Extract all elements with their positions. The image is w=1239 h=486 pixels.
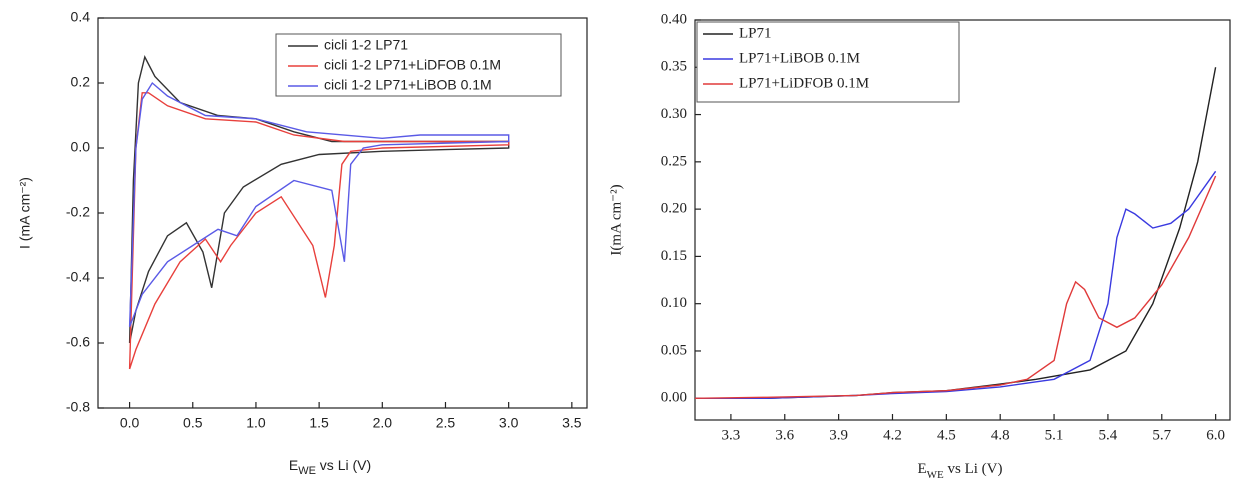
x-tick-label: 4.2 [883, 427, 902, 443]
y-tick-label: 0.00 [661, 390, 687, 406]
x-tick-label: 4.5 [937, 427, 956, 443]
series-line [695, 170, 1217, 399]
legend-box [696, 21, 960, 103]
y-tick-label: 0.30 [661, 106, 687, 122]
x-tick-label: 5.7 [1152, 427, 1171, 443]
series-line [694, 175, 1217, 399]
y-tick-label: -0.4 [66, 269, 90, 285]
legend-box [275, 33, 562, 97]
x-tick-label: 1.0 [246, 415, 266, 431]
y-tick-label: 0.35 [661, 59, 687, 75]
y-tick-label: 0.4 [71, 9, 91, 25]
x-axis-label-part: WE [298, 465, 316, 477]
y-tick-label: 0.25 [661, 153, 687, 169]
series-line [128, 81, 510, 328]
y-tick-label: -0.6 [66, 334, 90, 350]
x-tick-label: 0.5 [183, 415, 203, 431]
x-tick-label: 6.0 [1206, 427, 1225, 443]
x-axis-label-part: vs Li (V) [316, 457, 371, 473]
x-axis-label-part: vs Li (V) [944, 461, 1003, 477]
x-tick-label: 3.5 [562, 415, 582, 431]
x-tick-label: 0.0 [120, 415, 140, 431]
y-tick-label: 0.20 [661, 201, 687, 217]
y-tick-label: 0.15 [661, 248, 687, 264]
y-tick-label: 0.10 [661, 295, 687, 311]
series-line [128, 55, 510, 344]
x-tick-label: 2.0 [373, 415, 393, 431]
series-line [128, 92, 510, 370]
y-tick-label: 0.2 [71, 74, 91, 90]
x-tick-label: 3.0 [499, 415, 519, 431]
x-tick-label: 2.5 [436, 415, 456, 431]
x-axis-label-part: WE [927, 469, 944, 481]
x-tick-label: 5.1 [1045, 427, 1064, 443]
cv-chart: 0.0 0.5 1.0 1.5 2.0 2.5 3.0 3.5 -0.8 -0.6 -0.4 -0.2… [17, 9, 588, 477]
plot-frame [694, 19, 1231, 421]
y-tick-label: 0.0 [71, 139, 91, 155]
x-tick-label: 4.8 [991, 427, 1010, 443]
y-tick-label: 0.40 [661, 11, 687, 27]
x-tick-label: 1.5 [309, 415, 329, 431]
x-axis-label: EWE vs Li (V) [917, 461, 1002, 480]
y-tick-label: 0.05 [661, 342, 687, 358]
series-line [695, 67, 1217, 399]
y-axis-label: I (mA cm⁻²) [17, 177, 33, 249]
legend-label: LP71 [739, 25, 772, 41]
lsv-chart: 3.3 3.6 3.9 4.2 4.5 4.8 5.1 5.4 5.7 6.0 0.00 0.05 0.… [608, 11, 1231, 481]
x-axis-label-part: E [289, 457, 298, 473]
y-tick-label: -0.2 [66, 204, 90, 220]
y-axis-label: I(mA cm⁻²) [608, 184, 624, 255]
x-tick-label: 3.3 [722, 427, 741, 443]
x-axis-label-part: E [917, 461, 926, 477]
legend-label: LP71+LiDFOB 0.1M [739, 75, 869, 91]
x-tick-label: 3.9 [829, 427, 848, 443]
x-axis-label: EWE vs Li (V) [289, 457, 371, 477]
x-tick-label: 3.6 [775, 427, 794, 443]
legend-label: cicli 1-2 LP71 [324, 37, 408, 53]
legend-label: cicli 1-2 LP71+LiDFOB 0.1M [324, 57, 501, 73]
y-tick-label: -0.8 [66, 399, 90, 415]
legend-label: LP71+LiBOB 0.1M [739, 50, 860, 66]
legend-label: cicli 1-2 LP71+LiBOB 0.1M [324, 77, 492, 93]
x-tick-label: 5.4 [1099, 427, 1118, 443]
